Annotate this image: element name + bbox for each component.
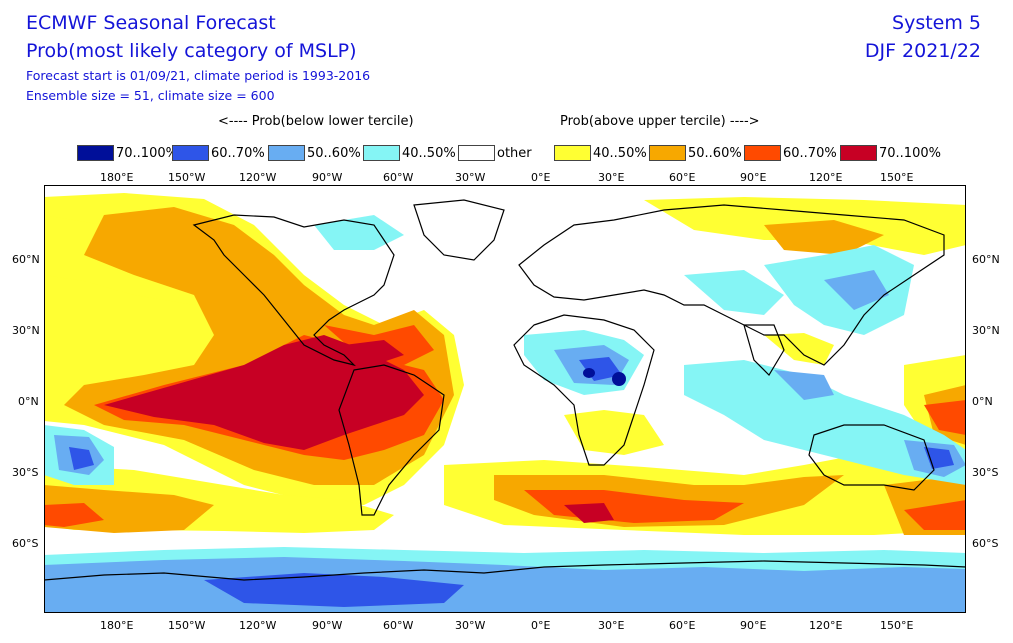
- lon-tick-top: 150°E: [880, 171, 914, 184]
- lon-tick-top: 60°E: [669, 171, 696, 184]
- legend-swatch: [649, 145, 686, 161]
- legend-swatch: [458, 145, 495, 161]
- legend-item: 60..70%: [744, 145, 837, 161]
- lat-tick-left: 60°S: [12, 537, 39, 550]
- lat-tick-left: 60°N: [12, 253, 40, 266]
- map-frame: [44, 185, 966, 613]
- legend-label: 40..50%: [402, 145, 456, 161]
- lon-tick-bottom: 30°E: [598, 619, 625, 632]
- legend-item: 70..100%: [77, 145, 178, 161]
- lon-tick-bottom: 90°W: [312, 619, 343, 632]
- lon-tick-bottom: 150°E: [880, 619, 914, 632]
- prob-below-70-layer: [583, 368, 626, 386]
- legend-item: 40..50%: [363, 145, 456, 161]
- legend-above-header: Prob(above upper tercile) ---->: [560, 114, 760, 129]
- legend-swatch: [363, 145, 400, 161]
- legend-item: 50..60%: [268, 145, 361, 161]
- lat-tick-right: 60°S: [972, 537, 999, 550]
- legend-label: 70..100%: [879, 145, 941, 161]
- lon-tick-top: 150°W: [168, 171, 206, 184]
- forecast-info: Forecast start is 01/09/21, climate peri…: [26, 68, 371, 83]
- legend-swatch: [172, 145, 209, 161]
- lon-tick-bottom: 60°W: [383, 619, 414, 632]
- system-label: System 5: [892, 12, 981, 34]
- legend-item: 60..70%: [172, 145, 265, 161]
- ensemble-info: Ensemble size = 51, climate size = 600: [26, 88, 275, 103]
- lon-tick-top: 90°W: [312, 171, 343, 184]
- lon-tick-top: 180°E: [100, 171, 134, 184]
- legend-label: 40..50%: [593, 145, 647, 161]
- legend-item: 70..100%: [840, 145, 941, 161]
- season-label: DJF 2021/22: [864, 40, 981, 62]
- lat-tick-right: 60°N: [972, 253, 1000, 266]
- lon-tick-bottom: 60°E: [669, 619, 696, 632]
- lat-tick-right: 0°N: [972, 395, 993, 408]
- lat-tick-left: 30°N: [12, 324, 40, 337]
- legend-swatch: [554, 145, 591, 161]
- lon-tick-top: 30°E: [598, 171, 625, 184]
- lat-tick-left: 30°S: [12, 466, 39, 479]
- prob-above-70-layer: [104, 335, 614, 523]
- legend-item: 50..60%: [649, 145, 742, 161]
- legend-label: other: [497, 145, 532, 161]
- lon-tick-top: 60°W: [383, 171, 414, 184]
- lon-tick-bottom: 90°E: [740, 619, 767, 632]
- legend-label: 70..100%: [116, 145, 178, 161]
- lon-tick-bottom: 0°E: [531, 619, 551, 632]
- legend-swatch: [77, 145, 114, 161]
- lon-tick-top: 120°E: [809, 171, 843, 184]
- legend-item: 40..50%: [554, 145, 647, 161]
- legend-item: other: [458, 145, 532, 161]
- legend-swatch: [840, 145, 877, 161]
- lon-tick-top: 30°W: [455, 171, 486, 184]
- lon-tick-bottom: 120°E: [809, 619, 843, 632]
- legend-swatch: [268, 145, 305, 161]
- legend-label: 50..60%: [688, 145, 742, 161]
- lon-tick-bottom: 180°E: [100, 619, 134, 632]
- lon-tick-bottom: 30°W: [455, 619, 486, 632]
- lat-tick-left: 0°N: [18, 395, 39, 408]
- lon-tick-bottom: 120°W: [239, 619, 277, 632]
- map-subtitle: Prob(most likely category of MSLP): [26, 40, 357, 62]
- map-title: ECMWF Seasonal Forecast: [26, 12, 276, 34]
- lon-tick-top: 120°W: [239, 171, 277, 184]
- lat-tick-right: 30°N: [972, 324, 1000, 337]
- lat-tick-right: 30°S: [972, 466, 999, 479]
- coastlines: [44, 199, 966, 581]
- forecast-map: [44, 185, 966, 613]
- legend: 70..100% 60..70% 50..60% 40..50% other 4…: [0, 145, 1013, 163]
- legend-swatch: [744, 145, 781, 161]
- lon-tick-top: 0°E: [531, 171, 551, 184]
- legend-label: 60..70%: [211, 145, 265, 161]
- legend-label: 50..60%: [307, 145, 361, 161]
- lon-tick-top: 90°E: [740, 171, 767, 184]
- legend-label: 60..70%: [783, 145, 837, 161]
- lon-tick-bottom: 150°W: [168, 619, 206, 632]
- legend-below-header: <---- Prob(below lower tercile): [218, 114, 414, 129]
